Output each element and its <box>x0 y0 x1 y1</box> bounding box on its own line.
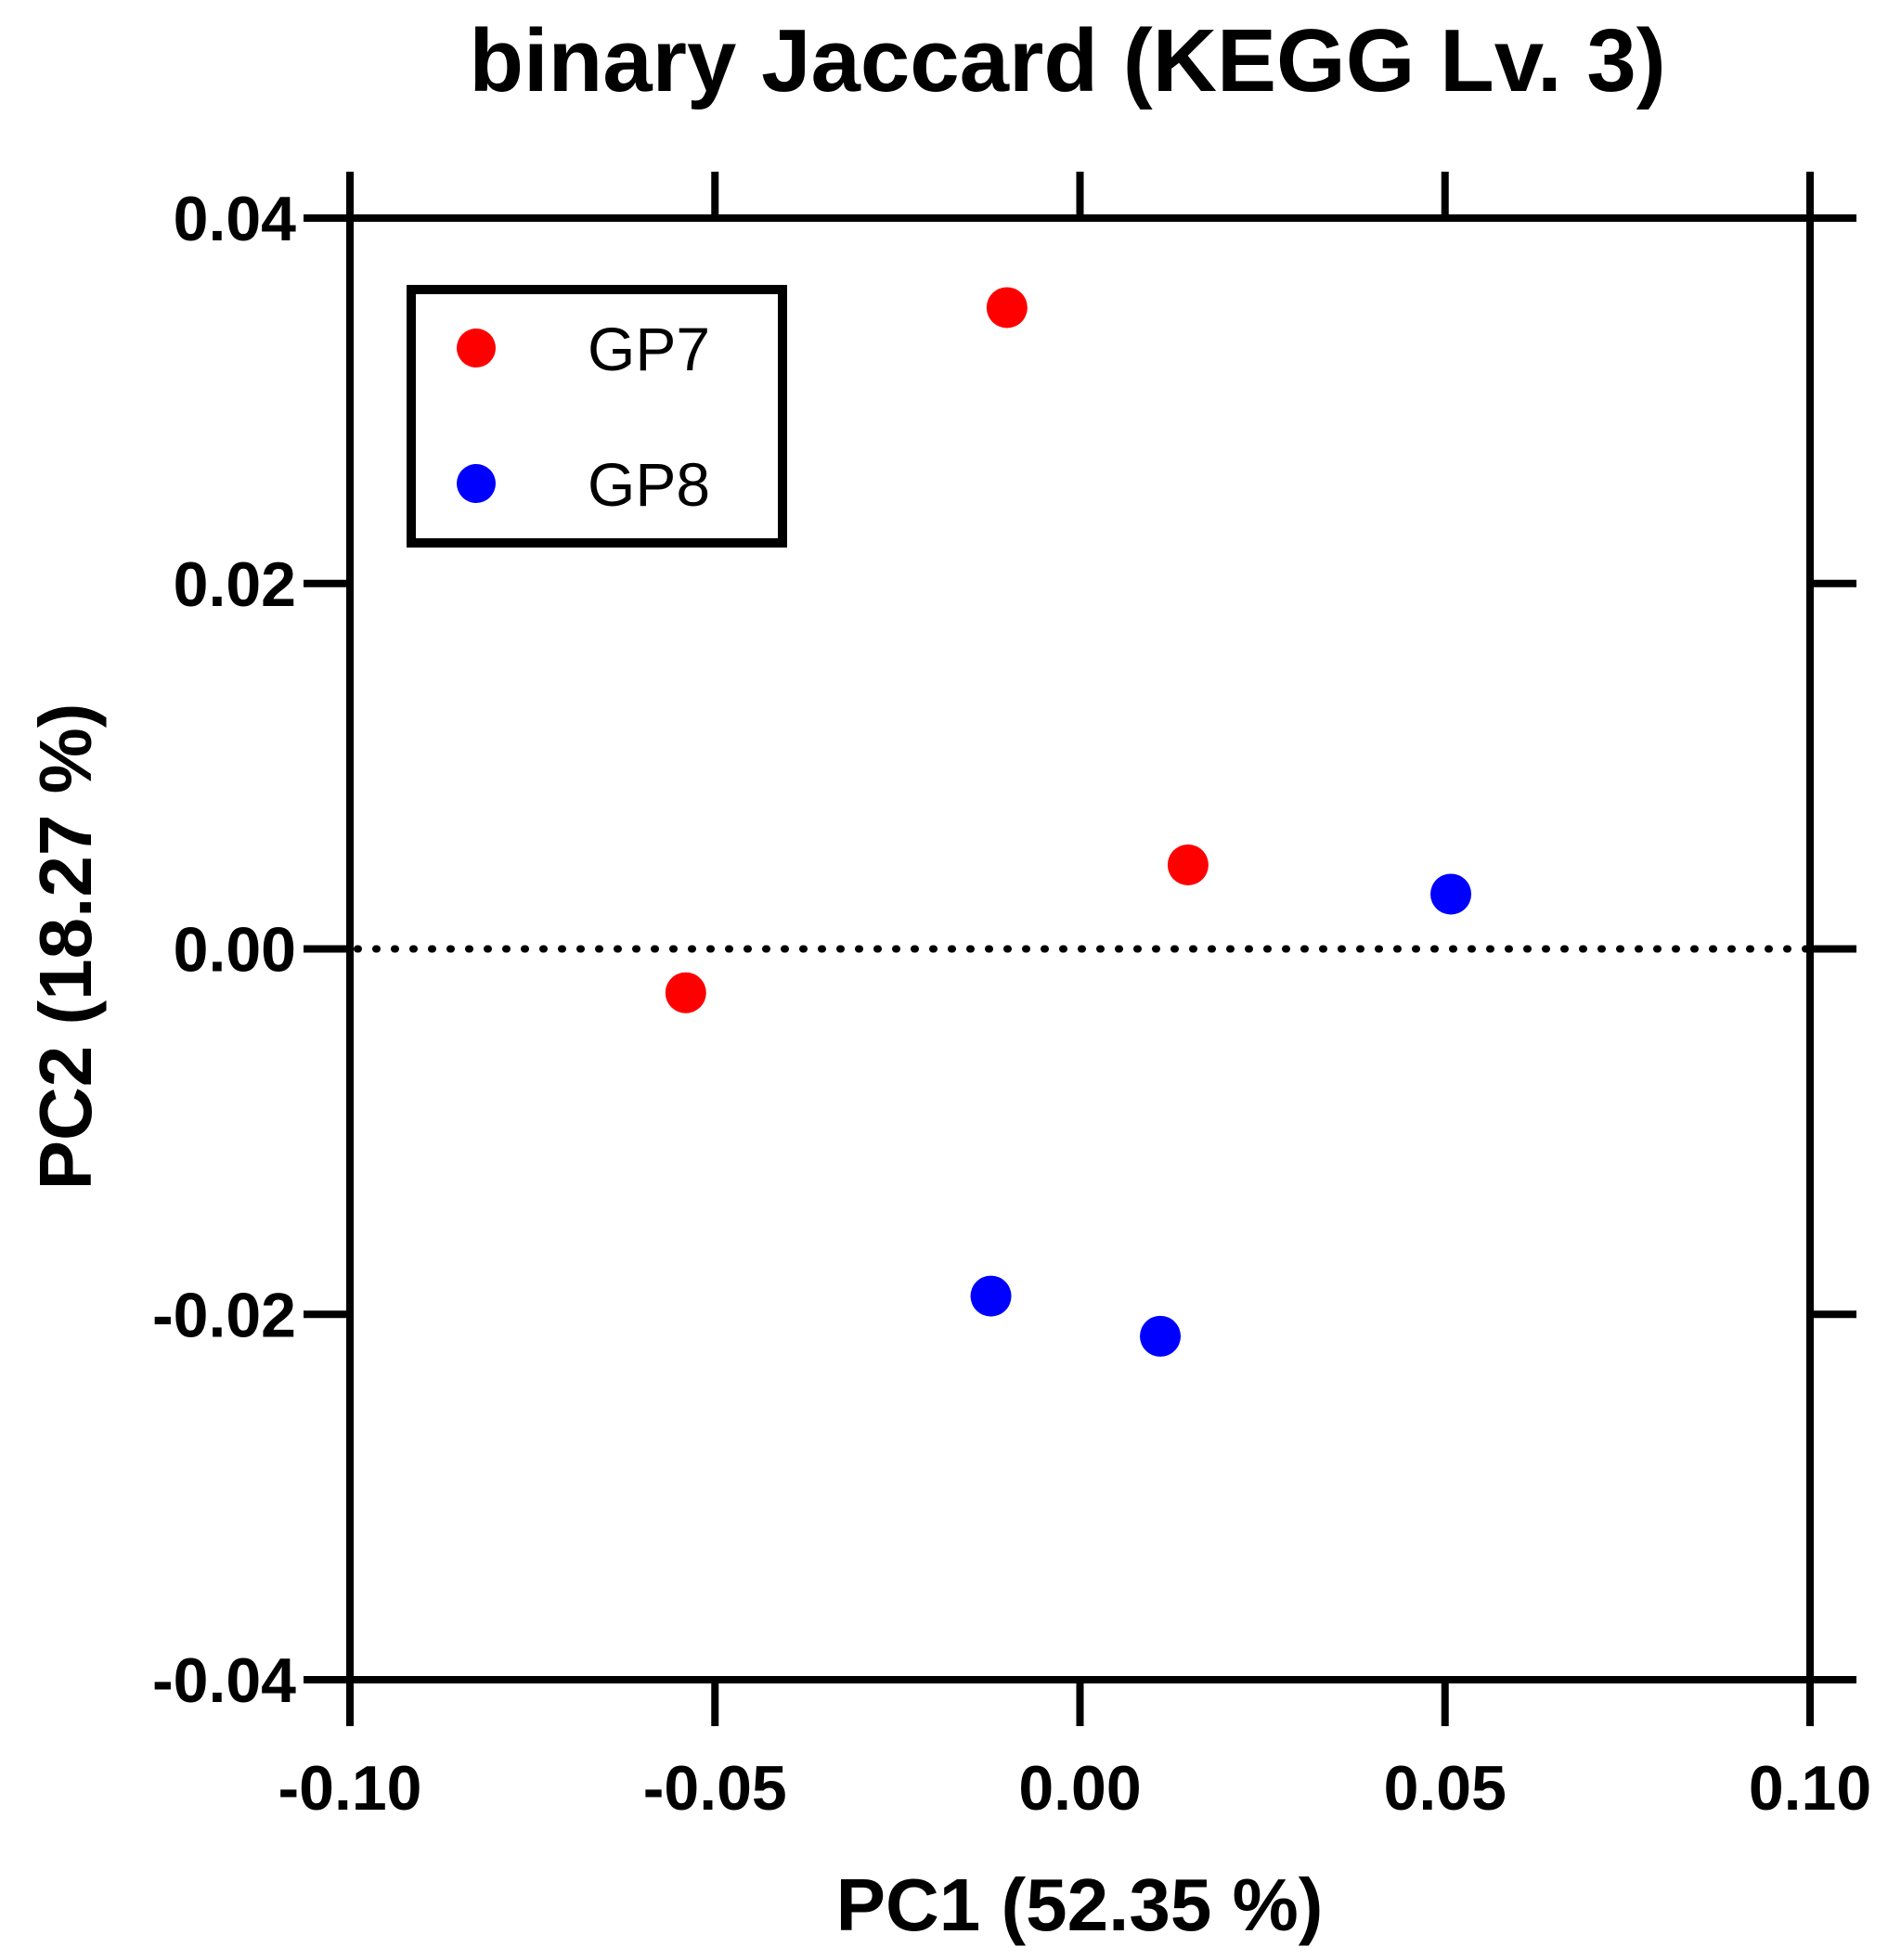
point-gp7 <box>986 287 1028 329</box>
x-tick-label: 0.10 <box>1749 1753 1871 1824</box>
y-tick-label: 0.04 <box>174 184 297 254</box>
point-gp7 <box>665 972 706 1013</box>
legend: GP7 GP8 <box>407 285 787 548</box>
legend-marker-gp8 <box>457 464 496 503</box>
y-axis-label: PC2 (18.27 %) <box>24 703 107 1191</box>
x-tick-label: -0.05 <box>643 1753 787 1824</box>
data-points <box>665 287 1472 1357</box>
legend-label-gp7: GP7 <box>588 315 710 383</box>
legend-label-gp8: GP8 <box>588 450 710 519</box>
legend-marker-gp7 <box>457 329 496 368</box>
x-tick-label: -0.10 <box>278 1753 422 1824</box>
y-tick-label: 0.02 <box>174 549 296 620</box>
point-gp8 <box>970 1275 1012 1317</box>
y-tick-label: -0.02 <box>152 1280 296 1350</box>
point-gp7 <box>1167 844 1209 885</box>
tick-labels: -0.10 -0.05 0.00 0.05 0.10 -0.04 -0.02 0.00 0.02… <box>152 184 1871 1824</box>
y-tick-label: -0.04 <box>152 1645 296 1716</box>
y-tick-label: 0.00 <box>174 915 296 986</box>
point-gp8 <box>1140 1315 1182 1357</box>
chart-title: binary Jaccard (KEGG Lv. 3) <box>469 11 1665 110</box>
axis-ticks <box>304 172 1856 1726</box>
point-gp8 <box>1430 873 1472 915</box>
plot-frame <box>346 214 1814 1683</box>
x-tick-label: 0.05 <box>1384 1753 1507 1824</box>
x-axis-label: PC1 (52.35 %) <box>836 1863 1324 1946</box>
x-tick-label: 0.00 <box>1018 1753 1141 1824</box>
